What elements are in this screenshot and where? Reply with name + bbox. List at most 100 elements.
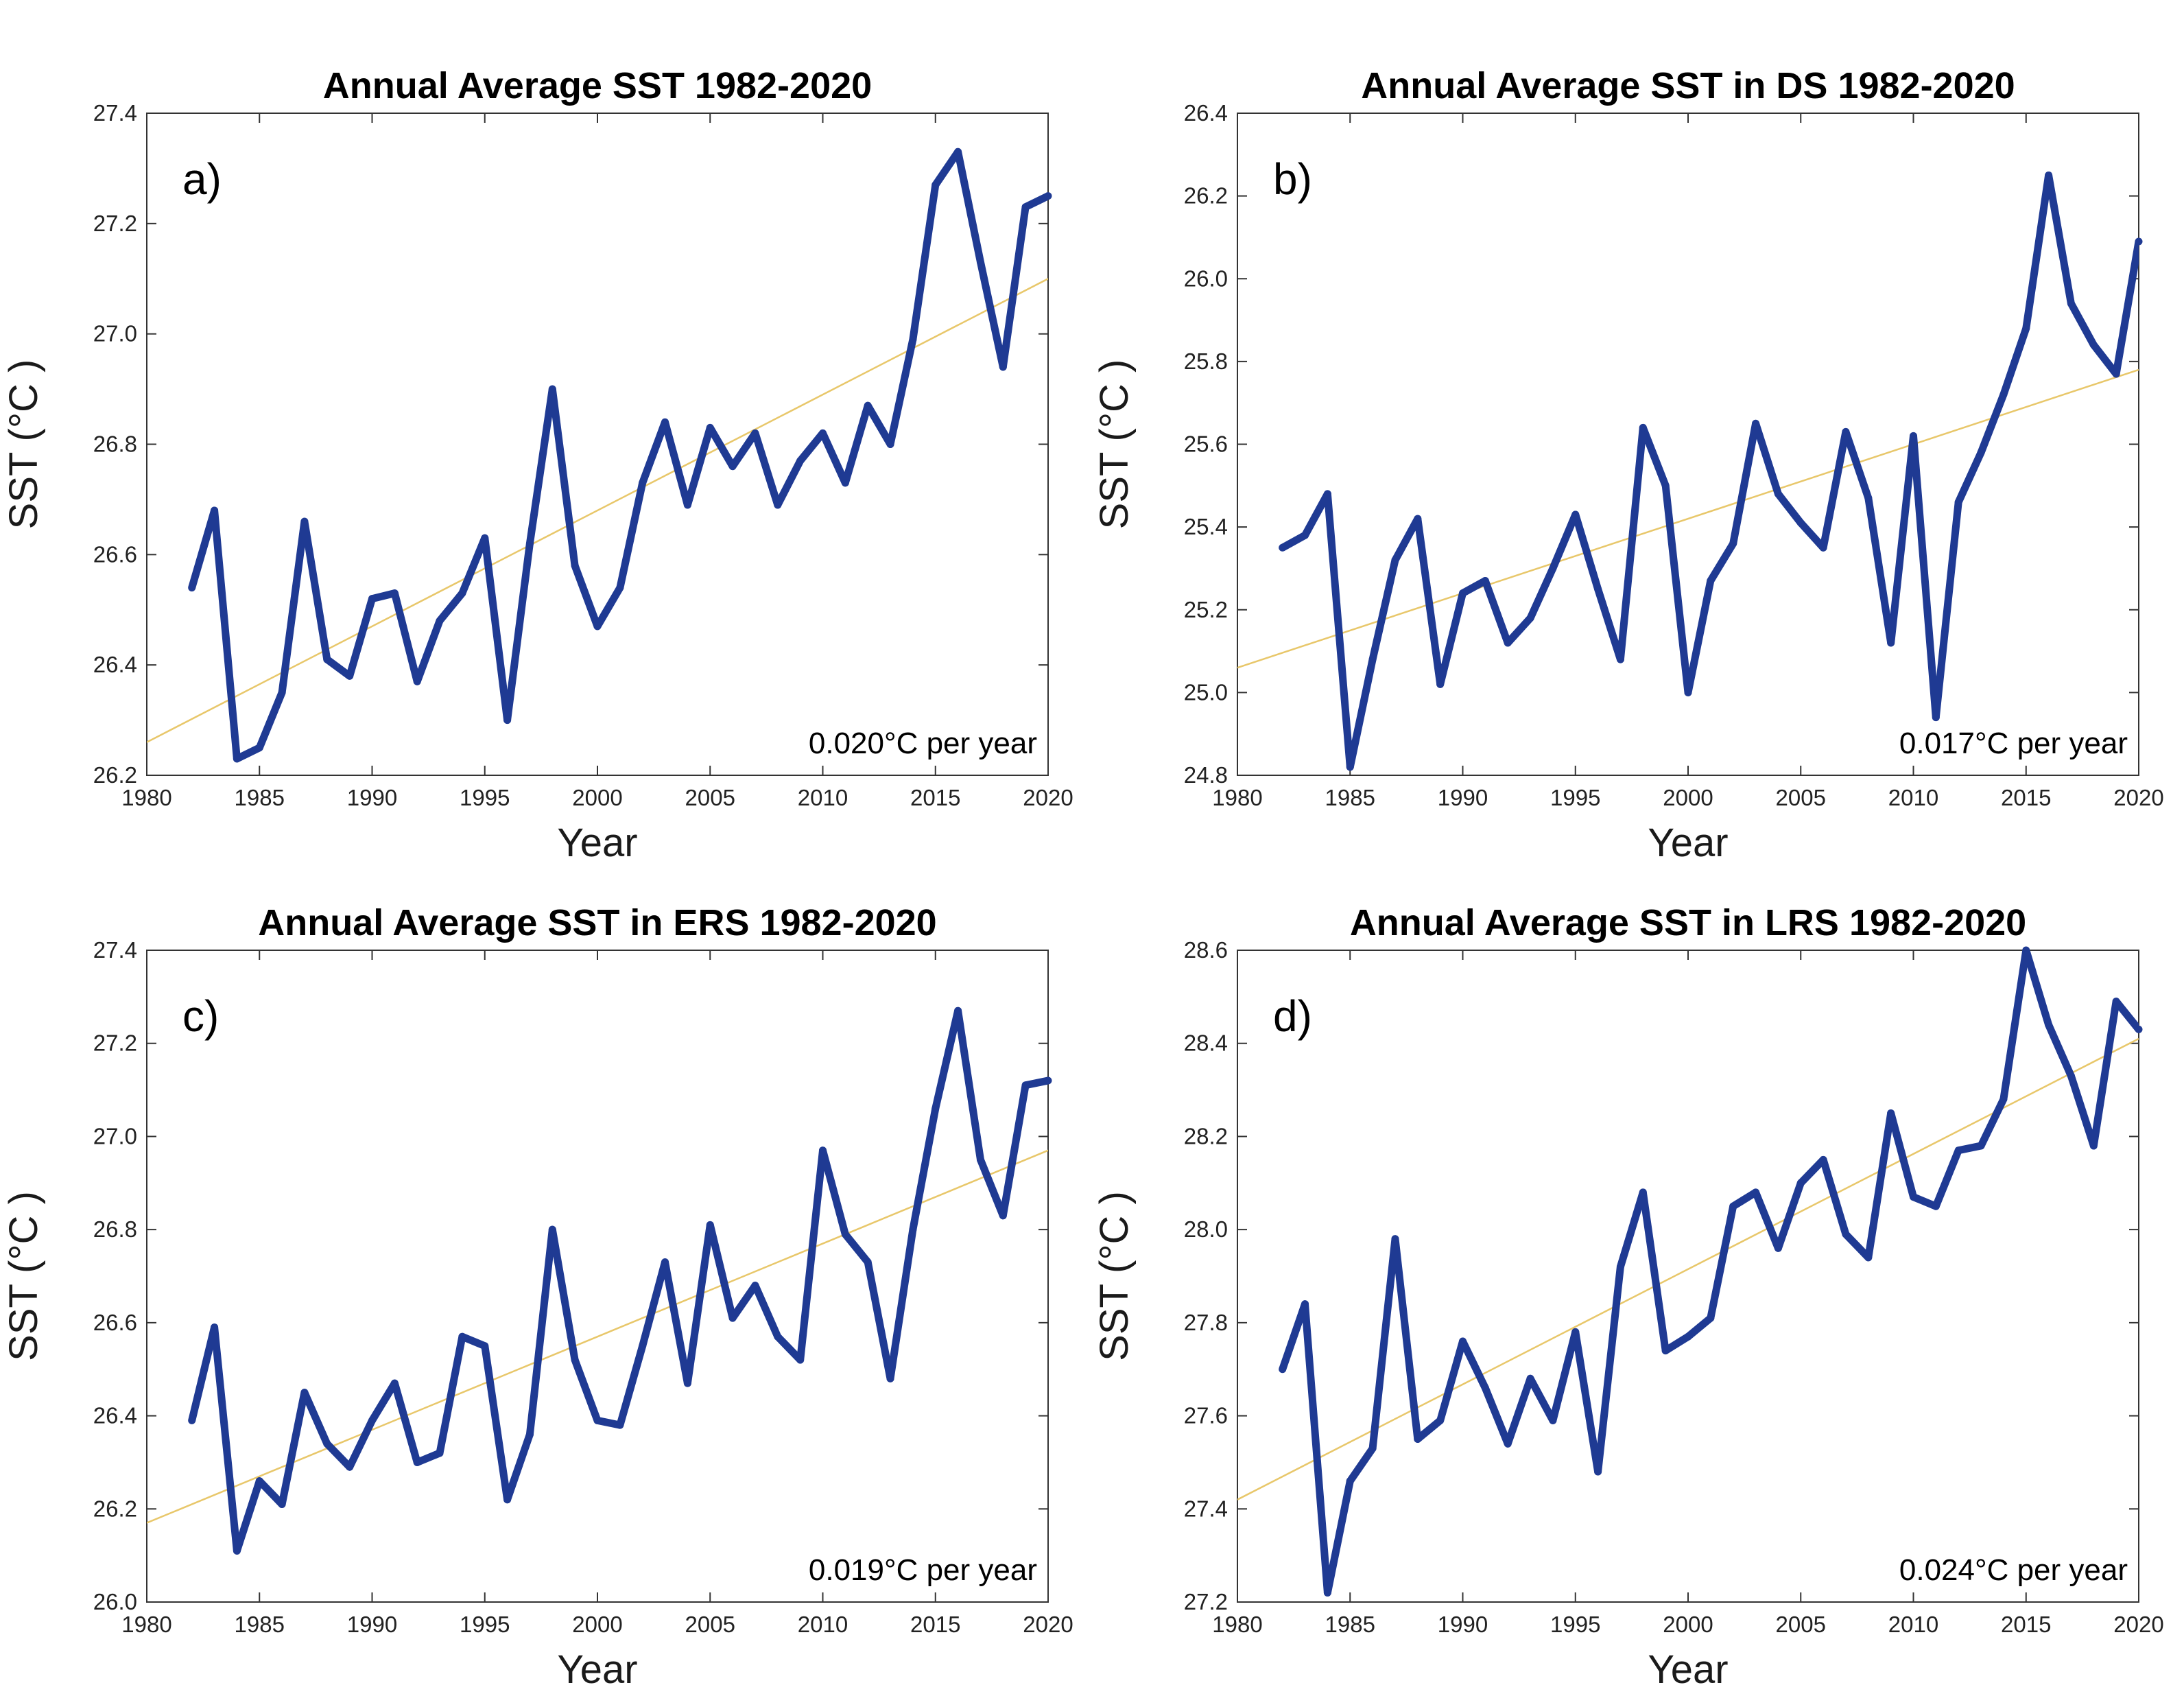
data-point (639, 479, 647, 487)
x-tick-label: 1995 (1550, 1612, 1600, 1637)
data-point (2045, 171, 2053, 179)
sst-series-line (188, 148, 1048, 763)
data-point (2022, 946, 2030, 954)
data-point (1504, 1439, 1512, 1448)
data-point (390, 589, 399, 598)
y-tick-label: 28.6 (1184, 937, 1228, 963)
x-tick-label: 2015 (2001, 1612, 2051, 1637)
y-tick-label: 26.6 (93, 541, 137, 567)
data-point (796, 457, 805, 465)
data-point (368, 1416, 376, 1424)
data-point (413, 677, 421, 685)
data-point (886, 440, 894, 448)
data-point (1571, 1328, 1580, 1336)
data-point (639, 1342, 647, 1350)
data-point (233, 1546, 241, 1555)
data-point (571, 1356, 579, 1364)
data-point (954, 1006, 962, 1015)
data-point (1021, 203, 1030, 211)
x-tick-label: 2020 (1023, 1612, 1073, 1637)
data-point (548, 385, 556, 393)
data-point (1729, 1202, 1737, 1210)
x-tick-label: 2000 (1663, 785, 1713, 810)
data-point (1301, 531, 1309, 539)
sst-series-line (1279, 950, 2139, 1597)
data-point (458, 589, 466, 598)
data-point (1459, 589, 1467, 598)
x-tick-label: 2010 (1888, 1612, 1938, 1637)
data-point (1021, 1081, 1030, 1090)
data-point (525, 539, 534, 548)
data-point (616, 584, 624, 592)
data-point (1436, 1416, 1445, 1424)
data-point (931, 181, 940, 189)
x-tick-label: 2020 (2113, 785, 2163, 810)
trend-annotation: 0.019°C per year (809, 1553, 1037, 1587)
x-tick-label: 2020 (2113, 1612, 2163, 1637)
panel-label: b) (1273, 154, 1312, 204)
y-tick-label: 26.4 (93, 652, 137, 677)
data-point (1526, 1374, 1534, 1382)
y-tick-label: 26.0 (1184, 266, 1228, 291)
data-point (1436, 680, 1445, 688)
y-tick-label: 26.2 (93, 762, 137, 788)
data-point (909, 1225, 917, 1234)
data-point (1481, 1384, 1489, 1392)
data-point (300, 1389, 309, 1397)
chart-panel-1: 1980 1985 1990 1995 2000 2005 2010 2015 2020 26.2… (1, 65, 1073, 865)
data-point (2135, 237, 2143, 246)
data-point (1639, 1188, 1647, 1197)
trend-line (147, 278, 1048, 743)
data-point (796, 1356, 805, 1364)
data-point (1932, 1202, 1940, 1210)
x-tick-label: 1985 (235, 1612, 285, 1637)
data-point (436, 1449, 444, 1457)
data-point (1044, 192, 1052, 200)
data-point (1864, 494, 1873, 502)
data-point (2022, 325, 2030, 333)
data-point (323, 1439, 331, 1448)
data-point (1910, 432, 1917, 440)
y-tick-label: 26.8 (93, 1216, 137, 1242)
y-axis-label: SST (°C ) (1092, 1191, 1137, 1361)
data-point (706, 423, 714, 432)
data-point (909, 335, 917, 344)
data-point (1774, 1244, 1782, 1252)
panel-label: c) (182, 991, 219, 1041)
x-tick-label: 2000 (1663, 1612, 1713, 1637)
sst-series-line (1281, 172, 2139, 771)
data-point (774, 1332, 782, 1341)
data-point (1796, 1179, 1805, 1187)
data-point (390, 1379, 399, 1387)
data-point (1571, 510, 1580, 519)
data-point (1323, 490, 1331, 498)
data-point (683, 501, 691, 509)
data-point (2112, 998, 2120, 1006)
x-tick-label: 1985 (1325, 785, 1375, 810)
data-point (255, 744, 263, 752)
data-point (1796, 519, 1805, 527)
x-tick-label: 2010 (798, 1612, 848, 1637)
data-point (503, 716, 512, 725)
x-tick-label: 2015 (910, 1612, 960, 1637)
data-point (1549, 1416, 1557, 1424)
data-point (1999, 1095, 2008, 1103)
y-axis-label: SST (°C ) (1, 360, 46, 530)
data-point (706, 1221, 714, 1229)
data-point (1684, 688, 1692, 696)
data-point (2135, 1025, 2143, 1033)
data-point (188, 584, 196, 592)
y-tick-label: 26.8 (93, 432, 137, 457)
x-tick-label: 1980 (1212, 785, 1262, 810)
data-point (300, 517, 309, 526)
chart-title: Annual Average SST in LRS 1982-2020 (1350, 902, 2026, 943)
data-point (1368, 1444, 1377, 1452)
sst-series-line (188, 1006, 1048, 1555)
y-tick-label: 28.2 (1184, 1123, 1228, 1149)
y-tick-label: 25.0 (1184, 679, 1228, 705)
data-point (819, 1146, 827, 1155)
data-point (1887, 639, 1895, 647)
y-tick-label: 26.4 (1184, 100, 1228, 126)
panel-label: d) (1273, 991, 1312, 1041)
